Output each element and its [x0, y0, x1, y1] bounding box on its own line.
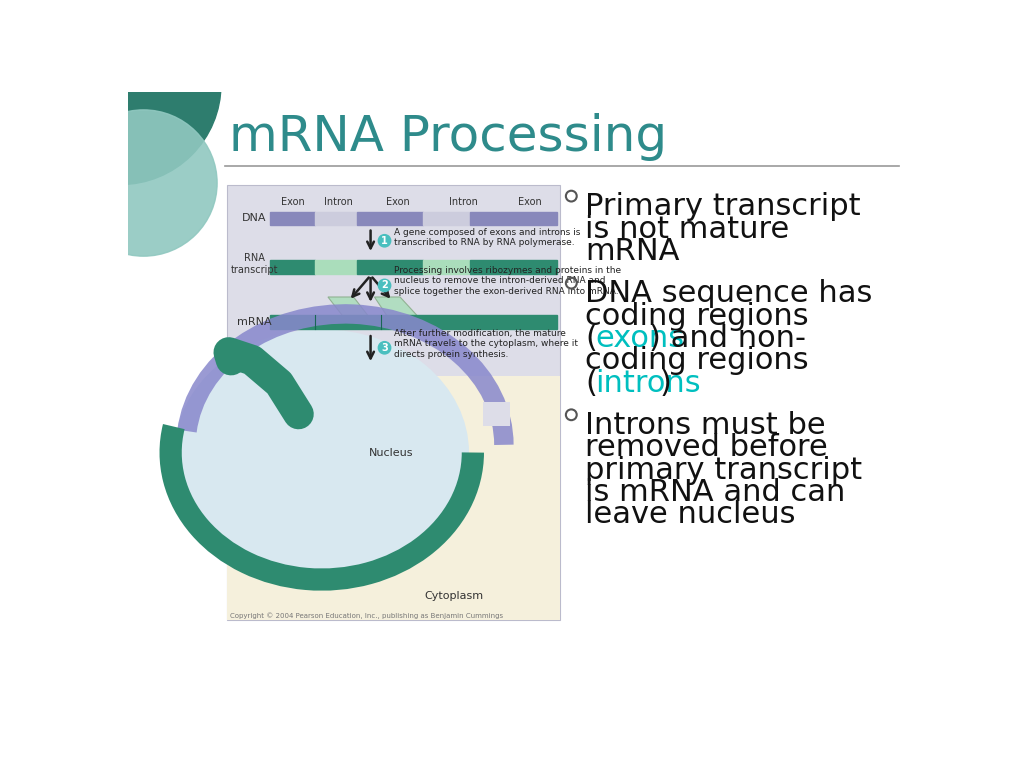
Text: is mRNA and can: is mRNA and can [586, 478, 846, 507]
Ellipse shape [174, 329, 469, 576]
Text: (: ( [586, 369, 597, 398]
Text: DNA: DNA [242, 214, 266, 223]
Text: mRNA: mRNA [237, 317, 271, 327]
Text: leave nucleus: leave nucleus [586, 500, 796, 529]
Text: Nucleus: Nucleus [370, 449, 414, 458]
Text: coding regions: coding regions [586, 346, 809, 376]
Bar [470, 211, 557, 225]
Text: introns: introns [595, 369, 701, 398]
Bar [423, 260, 470, 274]
Bar [357, 260, 423, 274]
Circle shape [378, 280, 391, 292]
Bar [314, 260, 357, 274]
Text: mRNA: mRNA [586, 237, 680, 266]
Bar [270, 260, 314, 274]
Text: Exon: Exon [386, 197, 410, 207]
Text: Cytoplasm: Cytoplasm [424, 591, 483, 601]
Bar [270, 211, 314, 225]
Text: RNA
transcript: RNA transcript [230, 253, 279, 275]
Text: coding regions: coding regions [586, 302, 809, 330]
Text: After further modification, the mature
mRNA travels to the cytoplasm, where it
d: After further modification, the mature m… [394, 329, 578, 359]
Text: 1: 1 [381, 236, 388, 246]
Bar [423, 211, 470, 225]
Bar [483, 402, 510, 425]
Text: exons: exons [595, 324, 684, 353]
Text: is not mature: is not mature [586, 214, 790, 243]
Circle shape [378, 234, 391, 247]
Bar [314, 211, 357, 225]
Circle shape [378, 342, 391, 354]
Text: Exon: Exon [517, 197, 542, 207]
Bar [270, 316, 557, 329]
Text: DNA sequence has: DNA sequence has [586, 280, 872, 308]
Polygon shape [375, 297, 425, 324]
Text: ) and non-: ) and non- [649, 324, 806, 353]
Text: Primary transcript: Primary transcript [586, 192, 861, 221]
Text: mRNA Processing: mRNA Processing [228, 113, 667, 161]
Text: 2: 2 [381, 280, 388, 290]
Text: ): ) [659, 369, 672, 398]
Bar [470, 260, 557, 274]
Text: primary transcript: primary transcript [586, 455, 862, 485]
Text: Intron: Intron [324, 197, 352, 207]
Circle shape [19, 0, 221, 184]
Bar [357, 211, 423, 225]
Text: (: ( [586, 324, 597, 353]
Text: Intron: Intron [450, 197, 478, 207]
Text: Exon: Exon [282, 197, 305, 207]
Text: Processing involves ribozymes and proteins in the
nucleus to remove the intron-d: Processing involves ribozymes and protei… [394, 266, 621, 296]
Bar [227, 376, 560, 621]
Text: removed before: removed before [586, 433, 828, 462]
Text: Copyright © 2004 Pearson Education, Inc., publishing as Benjamin Cummings: Copyright © 2004 Pearson Education, Inc.… [229, 612, 503, 619]
Text: A gene composed of exons and introns is
transcribed to RNA by RNA polymerase.: A gene composed of exons and introns is … [394, 228, 581, 247]
Text: 3: 3 [381, 343, 388, 353]
Text: Introns must be: Introns must be [586, 411, 826, 440]
Polygon shape [328, 297, 375, 324]
Circle shape [70, 110, 217, 257]
Bar [227, 184, 560, 621]
